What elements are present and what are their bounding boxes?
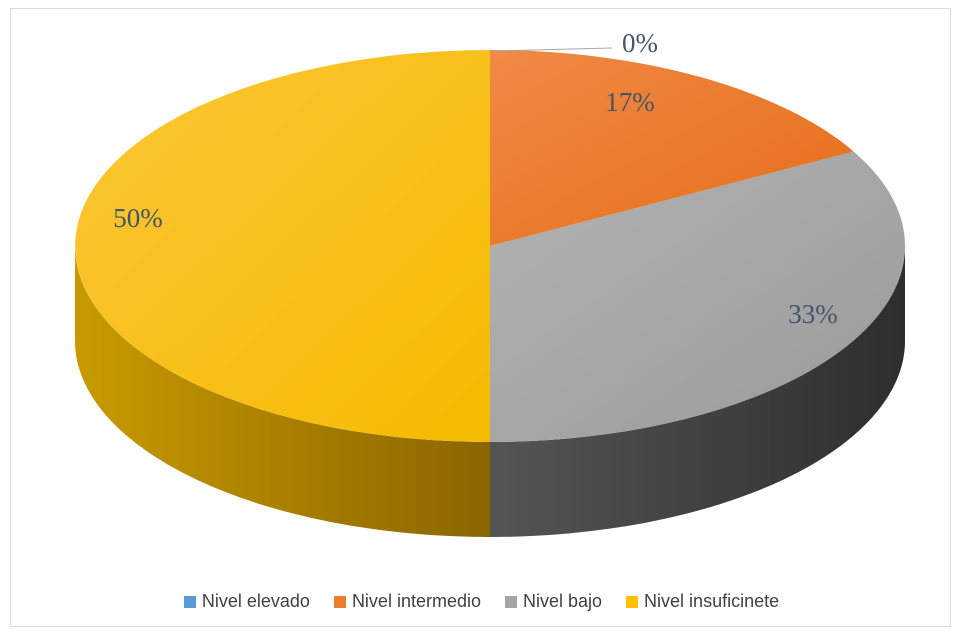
- legend-label: Nivel intermedio: [351, 591, 481, 611]
- legend-swatch: [183, 595, 196, 608]
- legend-swatch: [626, 595, 639, 608]
- leader-line: [491, 47, 613, 52]
- legend-label: Nivel bajo: [523, 591, 603, 611]
- pie-side-nivel-bajo: [490, 246, 905, 537]
- pie-side-nivel-insuficinete: [75, 246, 490, 537]
- legend-item-nivel-bajo: Nivel bajo: [505, 591, 602, 612]
- pie-slice-nivel-insuficinete: [75, 50, 490, 442]
- legend-item-nivel-insuficinete: Nivel insuficinete: [626, 591, 779, 612]
- legend-label: Nivel insuficinete: [644, 591, 780, 611]
- pie-slice-nivel-bajo: [490, 151, 906, 442]
- data-label-nivel-elevado: 0%: [622, 28, 658, 58]
- legend: Nivel elevado Nivel intermedio Nivel bajo N…: [0, 591, 963, 612]
- data-label-nivel-insuficinete: 50%: [113, 203, 163, 233]
- legend-label: Nivel elevado: [201, 591, 310, 611]
- legend-swatch: [505, 595, 517, 608]
- data-label-nivel-bajo: 33%: [788, 299, 838, 329]
- data-label-nivel-intermedio: 17%: [605, 87, 655, 117]
- pie-slice-nivel-intermedio: [490, 50, 854, 246]
- legend-swatch: [333, 595, 346, 608]
- legend-item-nivel-intermedio: Nivel intermedio: [333, 591, 481, 612]
- legend-item-nivel-elevado: Nivel elevado: [183, 591, 310, 612]
